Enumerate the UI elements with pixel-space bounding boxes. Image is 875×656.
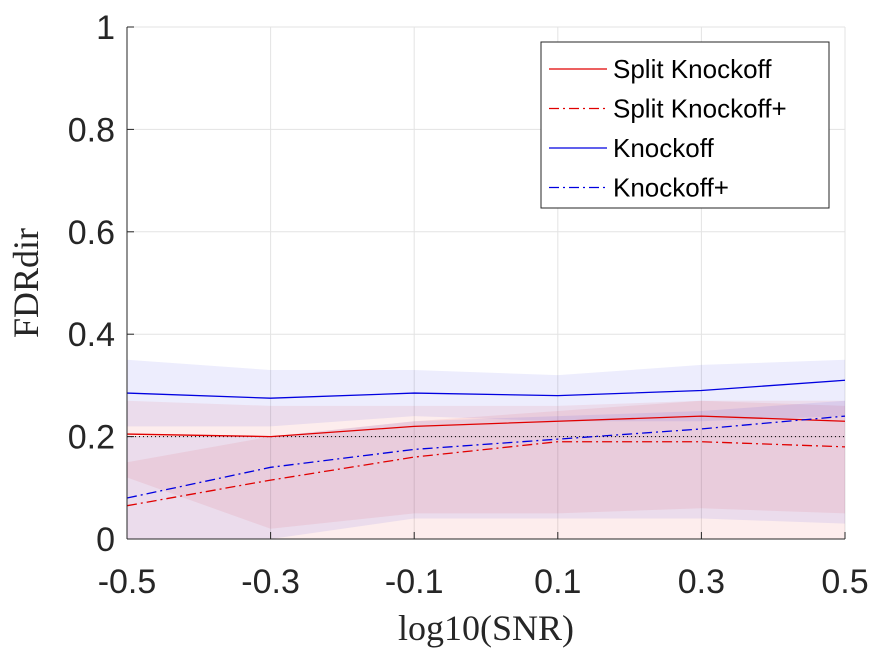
confidence-bands (127, 359, 845, 539)
legend: Split Knockoff Split Knockoff+ Knockoff Kno… (540, 41, 830, 209)
legend-label: Knockoff (613, 133, 714, 163)
axes: 0 0.2 0.4 0.6 0.8 1 -0.5 -0.3 -0.1 0.1 0.3 0.5 (68, 9, 869, 601)
legend-label: Split Knockoff+ (613, 94, 787, 124)
y-tick-label: 1 (96, 9, 115, 47)
series-line-knockoff (126, 379, 846, 399)
x-tick-label: -0.5 (98, 563, 157, 601)
band-split-knockoff (127, 400, 845, 529)
y-tick-label: 0.2 (68, 419, 115, 457)
series-line-knockoff-plus (126, 415, 846, 499)
x-tick-label: 0.1 (534, 563, 581, 601)
x-tick-label: -0.1 (385, 563, 444, 601)
legend-box (540, 41, 830, 209)
series-line-split-knockoff-plus (126, 441, 846, 507)
legend-label: Split Knockoff (613, 54, 772, 84)
y-tick-label: 0.4 (68, 316, 115, 354)
series-line-split-knockoff (126, 415, 846, 438)
x-tick-label: 0.5 (821, 563, 868, 601)
y-tick-label: 0.8 (68, 111, 115, 149)
legend-label: Knockoff+ (613, 173, 729, 203)
x-tick-label: -0.3 (241, 563, 300, 601)
series-lines (126, 379, 846, 507)
y-tick-label: 0 (96, 521, 115, 559)
x-axis-label: log10(SNR) (398, 608, 574, 648)
x-tick-label: 0.3 (678, 563, 725, 601)
band-knockoff (127, 359, 845, 427)
band-knockoff- (127, 400, 845, 539)
y-tick-label: 0.6 (68, 214, 115, 252)
band-split-knockoff- (127, 400, 845, 539)
y-axis-label: FDRdir (6, 228, 46, 338)
